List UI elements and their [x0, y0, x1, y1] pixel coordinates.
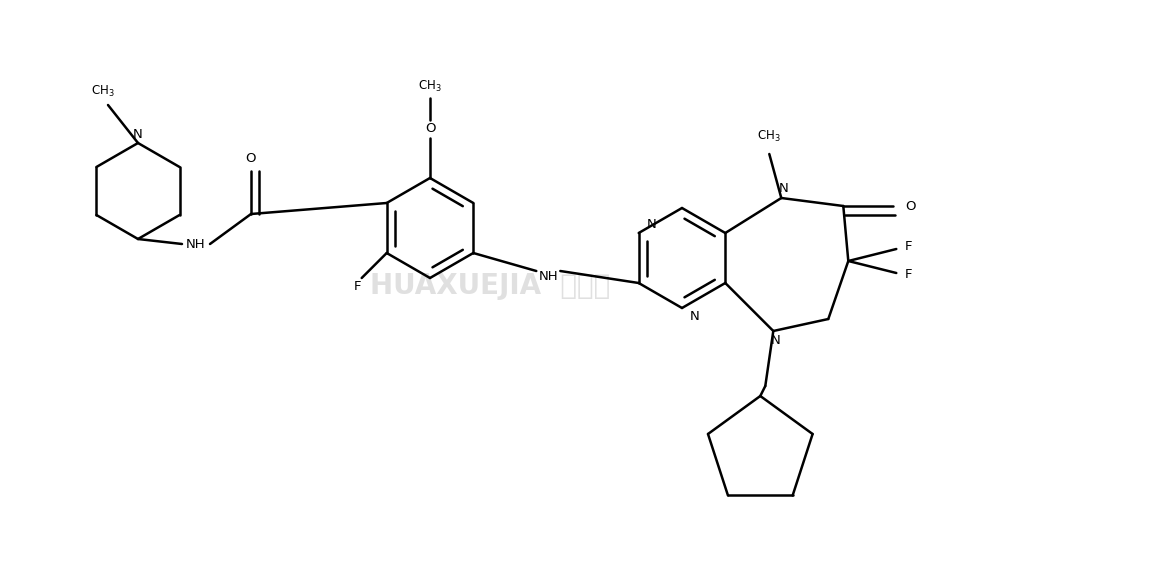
- Text: F: F: [904, 241, 912, 253]
- Text: O: O: [246, 151, 257, 165]
- Text: F: F: [354, 279, 362, 293]
- Text: HUAXUEJIA  化学加: HUAXUEJIA 化学加: [370, 272, 610, 300]
- Text: NH: NH: [186, 237, 206, 251]
- Text: CH$_3$: CH$_3$: [757, 128, 781, 143]
- Text: O: O: [905, 199, 916, 213]
- Text: N: N: [778, 181, 788, 195]
- Text: N: N: [646, 218, 657, 232]
- Text: N: N: [133, 128, 143, 142]
- Text: N: N: [770, 335, 780, 347]
- Text: F: F: [904, 268, 912, 282]
- Text: CH$_3$: CH$_3$: [91, 84, 114, 98]
- Text: NH: NH: [539, 270, 558, 282]
- Text: O: O: [424, 122, 436, 135]
- Text: CH$_3$: CH$_3$: [418, 78, 442, 93]
- Text: N: N: [690, 309, 699, 323]
